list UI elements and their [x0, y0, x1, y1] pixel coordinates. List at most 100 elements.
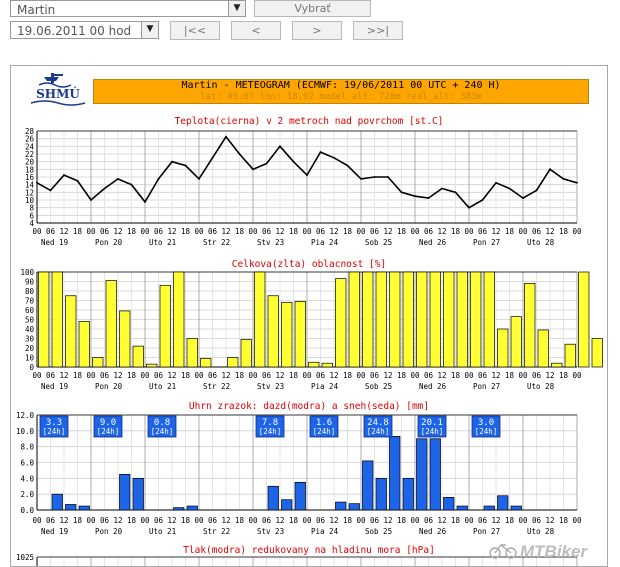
- daily-total-badge: 1.6[24h]: [309, 415, 339, 438]
- x-hour-label: 18: [73, 371, 83, 380]
- x-hour-label: 12: [491, 516, 500, 525]
- data-point: [427, 197, 430, 199]
- data-point: [387, 176, 389, 178]
- daily-total-box: [471, 415, 501, 438]
- data-point: [171, 160, 173, 163]
- x-hour-label: 06: [478, 227, 488, 236]
- x-hour-label: 06: [316, 516, 326, 525]
- daily-total-badge: 3.3[24h]: [39, 415, 69, 438]
- precipitation-bar: [173, 507, 185, 511]
- daily-total-box: [255, 415, 285, 438]
- x-hour-label: 00: [356, 371, 366, 380]
- data-point: [333, 156, 335, 159]
- x-hour-label: 06: [532, 516, 542, 525]
- x-hour-label: 00: [32, 371, 42, 380]
- x-hour-label: 06: [424, 516, 434, 525]
- meteogram-header: Martin - METEOGRAM (ECMWF: 19/06/2011 00…: [93, 79, 589, 104]
- x-day-label: Stv 23: [257, 382, 284, 391]
- data-point: [63, 174, 65, 176]
- daily-total-value: 9.0: [100, 418, 116, 428]
- x-hour-label: 06: [208, 227, 218, 236]
- last-button[interactable]: >>|: [353, 21, 403, 40]
- date-select[interactable]: 19.06.2011 00 hod ▼: [10, 21, 159, 39]
- x-day-label: Ned 19: [41, 527, 68, 536]
- x-hour-label: 12: [437, 371, 446, 380]
- x-hour-label: 00: [248, 371, 258, 380]
- cloud-bar: [308, 361, 320, 368]
- x-hour-label: 00: [86, 516, 96, 525]
- x-day-label: Uto 21: [149, 382, 176, 391]
- mtbiker-watermark: MTBiker: [486, 538, 616, 562]
- chevron-down-icon[interactable]: ▼: [141, 22, 158, 38]
- x-hour-label: 18: [127, 516, 137, 525]
- date-select-value: 19.06.2011 00 hod: [17, 24, 132, 38]
- x-hour-label: 12: [275, 516, 284, 525]
- x-hour-label: 06: [478, 371, 488, 380]
- x-hour-label: 18: [559, 516, 569, 525]
- select-button[interactable]: Vybrať: [254, 0, 371, 17]
- x-hour-label: 12: [329, 371, 338, 380]
- chart-title: Tlak(modra) redukovany na hladinu mora […: [183, 545, 435, 556]
- x-hour-label: 00: [356, 516, 366, 525]
- cloud-bar: [497, 328, 509, 368]
- y-tick-label: 20: [25, 344, 35, 353]
- x-hour-label: 18: [505, 227, 515, 236]
- cloud-bar: [132, 345, 144, 368]
- data-point: [265, 162, 268, 165]
- x-hour-label: 18: [559, 371, 569, 380]
- x-hour-label: 06: [316, 227, 326, 236]
- x-hour-label: 00: [32, 516, 42, 525]
- x-hour-label: 18: [127, 371, 137, 380]
- daily-total-badge: 3.0[24h]: [471, 415, 501, 438]
- daily-total-badge: 24.8[24h]: [363, 415, 393, 438]
- x-day-label: Pon 20: [95, 527, 123, 536]
- prev-button[interactable]: <: [231, 21, 281, 40]
- cloud-bar: [254, 271, 266, 368]
- x-hour-label: 18: [235, 227, 245, 236]
- x-day-label: Ned 19: [41, 382, 68, 391]
- data-point: [549, 168, 551, 171]
- first-button[interactable]: |<<: [170, 21, 220, 40]
- x-day-label: Pon 20: [95, 382, 123, 391]
- x-hour-label: 12: [545, 227, 554, 236]
- chart-title: Celkova(zlta) oblacnost [%]: [232, 259, 386, 270]
- precipitation-bar: [267, 485, 279, 511]
- data-point: [130, 183, 133, 186]
- data-point: [346, 164, 349, 167]
- x-hour-label: 18: [181, 227, 191, 236]
- daily-total-badge: 20.1[24h]: [417, 415, 447, 438]
- x-hour-label: 00: [518, 371, 528, 380]
- next-button[interactable]: >: [292, 21, 342, 40]
- x-hour-label: 00: [572, 371, 582, 380]
- data-point: [225, 135, 227, 138]
- data-point: [522, 197, 524, 199]
- daily-total-value: 1.6: [316, 418, 332, 428]
- data-point: [441, 187, 443, 190]
- data-point: [481, 199, 484, 201]
- x-hour-label: 18: [343, 227, 353, 236]
- data-point: [508, 187, 511, 190]
- chevron-down-icon[interactable]: ▼: [228, 1, 245, 16]
- x-hour-label: 00: [302, 516, 312, 525]
- x-hour-label: 00: [464, 516, 474, 525]
- data-point: [49, 189, 52, 192]
- x-day-label: Uto 28: [527, 527, 555, 536]
- y-tick-label: 14: [25, 181, 35, 190]
- data-point: [279, 145, 281, 148]
- cloud-bar: [51, 271, 63, 368]
- x-hour-label: 12: [167, 516, 176, 525]
- daily-total-badge: 0.8[24h]: [147, 415, 177, 438]
- meteogram-coords: lat: 49.07 lon: 18.92 model_alt: 728m re…: [200, 92, 482, 102]
- precipitation-bar: [281, 499, 293, 511]
- x-day-label: Uto 21: [149, 527, 176, 536]
- x-hour-label: 12: [437, 227, 446, 236]
- data-point: [360, 178, 362, 180]
- y-tick-label: 0: [29, 363, 34, 372]
- location-select[interactable]: Martin ▼: [10, 0, 246, 17]
- cloud-bar: [456, 271, 468, 368]
- chart-title: Uhrn zrazok: dazd(modra) a sneh(seda) [m…: [189, 401, 429, 412]
- x-hour-label: 06: [100, 227, 110, 236]
- x-hour-label: 12: [383, 371, 392, 380]
- y-tick-label: 80: [25, 287, 35, 296]
- cloud-bar: [375, 271, 387, 368]
